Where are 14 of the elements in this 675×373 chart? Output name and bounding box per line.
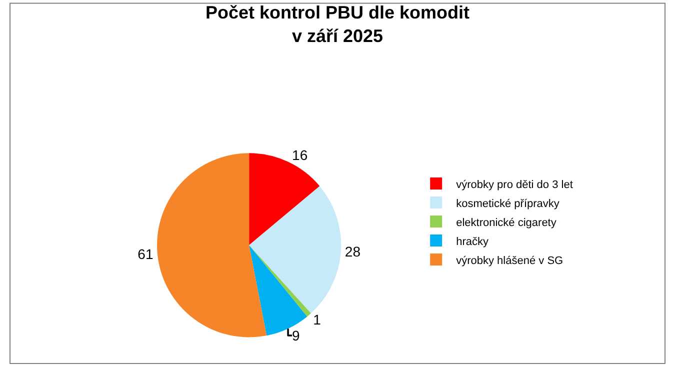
pie-slice	[249, 186, 341, 314]
legend-label: výrobky hlášené v SG	[456, 254, 564, 267]
data-label: 61	[138, 246, 154, 262]
chart-title: Počet kontrol PBU dle komodit v září 2025	[205, 2, 470, 46]
pie-slice	[249, 245, 311, 317]
data-label: 1	[313, 312, 322, 328]
data-label: 9	[292, 328, 300, 344]
legend-label: výrobky pro děti do 3 let	[456, 178, 573, 191]
legend-label: kosmetické přípravky	[456, 198, 560, 210]
legend-label: hračky	[456, 236, 489, 248]
data-label: 28	[344, 243, 361, 260]
legend-label: elektronické cigarety	[456, 216, 557, 229]
pie-slice	[157, 153, 267, 338]
data-label: 16	[292, 147, 308, 164]
